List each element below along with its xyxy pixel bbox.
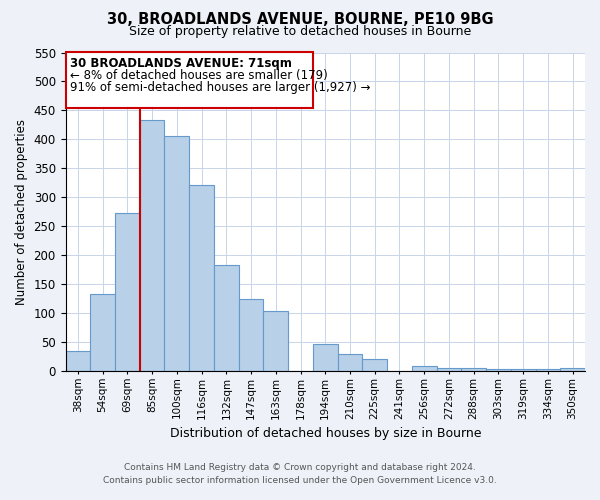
Text: Contains public sector information licensed under the Open Government Licence v3: Contains public sector information licen… — [103, 476, 497, 485]
Text: ← 8% of detached houses are smaller (179): ← 8% of detached houses are smaller (179… — [70, 68, 328, 82]
Bar — [214, 265, 239, 371]
Bar — [412, 366, 437, 371]
Bar — [560, 368, 585, 371]
Bar — [189, 185, 214, 371]
Bar — [511, 369, 536, 371]
Text: Size of property relative to detached houses in Bourne: Size of property relative to detached ho… — [129, 24, 471, 38]
Bar — [90, 294, 115, 371]
Bar — [338, 354, 362, 371]
Text: 91% of semi-detached houses are larger (1,927) →: 91% of semi-detached houses are larger (… — [70, 81, 371, 94]
Y-axis label: Number of detached properties: Number of detached properties — [15, 118, 28, 304]
Bar — [437, 368, 461, 371]
Bar — [461, 368, 486, 371]
X-axis label: Distribution of detached houses by size in Bourne: Distribution of detached houses by size … — [170, 427, 481, 440]
Text: 30 BROADLANDS AVENUE: 71sqm: 30 BROADLANDS AVENUE: 71sqm — [70, 56, 292, 70]
Bar — [486, 369, 511, 371]
Text: 30, BROADLANDS AVENUE, BOURNE, PE10 9BG: 30, BROADLANDS AVENUE, BOURNE, PE10 9BG — [107, 12, 493, 28]
Bar — [140, 120, 164, 371]
Bar — [239, 298, 263, 371]
Bar — [263, 312, 288, 371]
Bar — [362, 360, 387, 371]
Bar — [65, 350, 90, 371]
FancyBboxPatch shape — [65, 52, 313, 108]
Bar — [115, 214, 140, 371]
Bar — [164, 136, 189, 371]
Bar — [536, 369, 560, 371]
Text: Contains HM Land Registry data © Crown copyright and database right 2024.: Contains HM Land Registry data © Crown c… — [124, 464, 476, 472]
Bar — [313, 344, 338, 371]
